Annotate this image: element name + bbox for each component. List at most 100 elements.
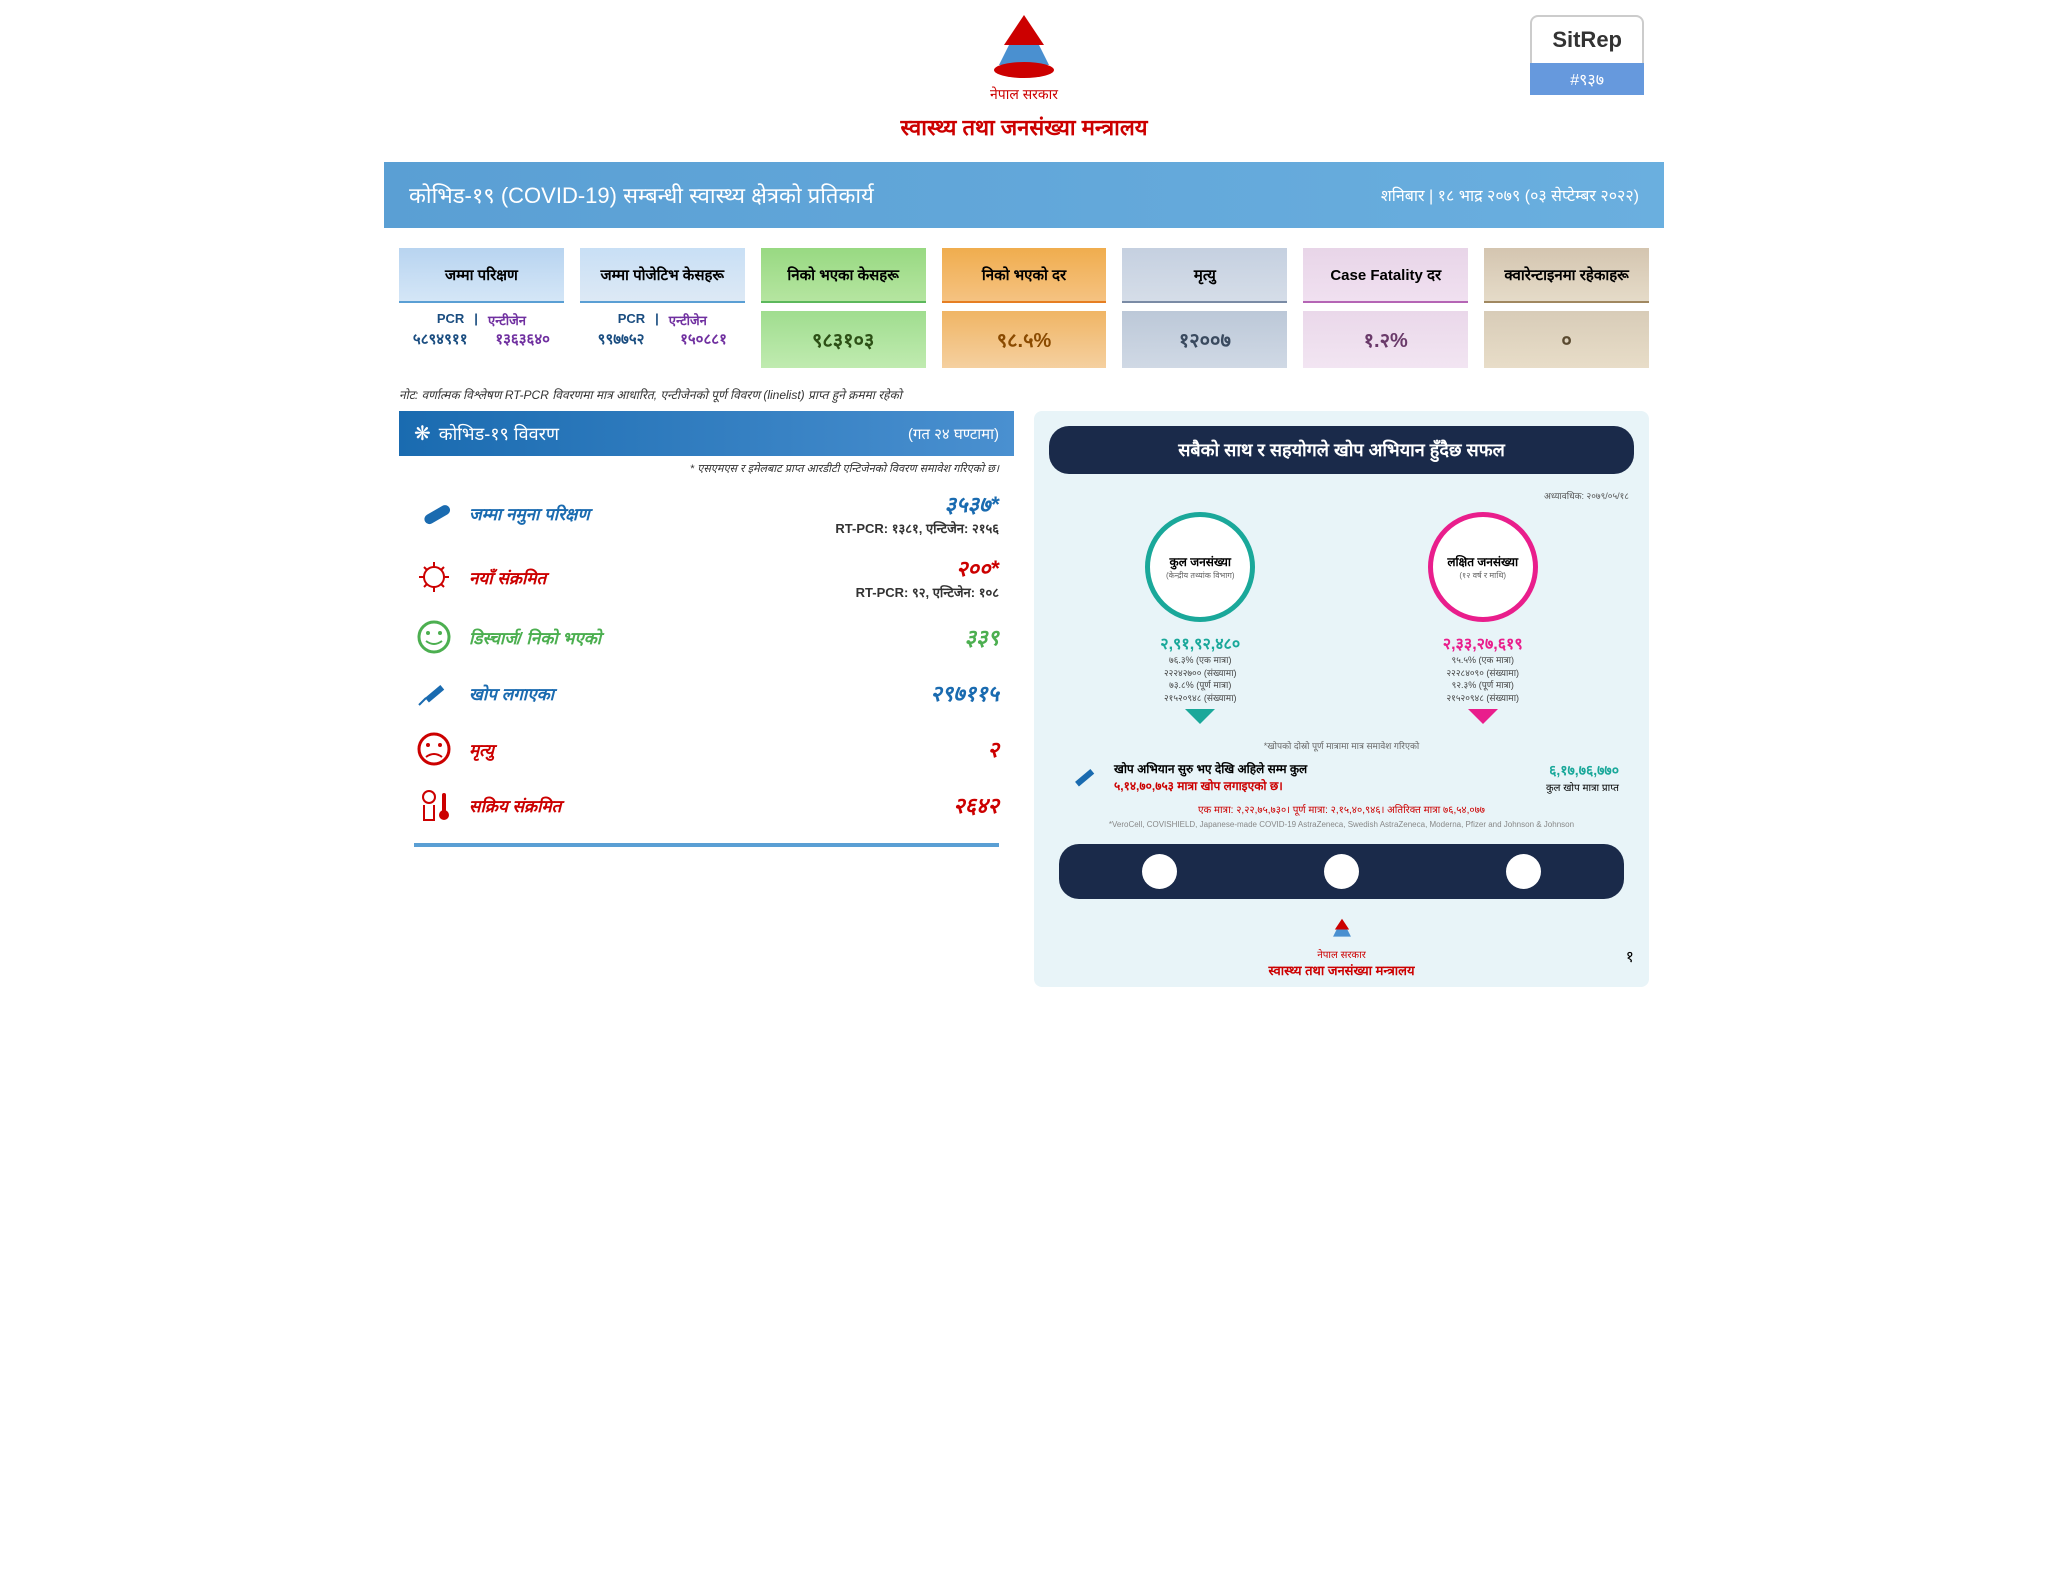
banner-date: शनिबार | १८ भाद्र २०७९ (०३ सेप्टेम्बर २०… [1381,184,1639,206]
footer-divider [414,843,999,847]
header: नेपाल सरकार स्वास्थ्य तथा जनसंख्या मन्त्… [384,0,1664,152]
details-panel: ❋ कोभिड-१९ विवरण (गत २४ घण्टामा) * एसएमएस… [399,411,1014,987]
sitrep-number: #९३७ [1530,63,1644,95]
syringe-icon [414,673,454,713]
mid-text-highlight: ५,१४,७०,७५३ मात्रा खोप लगाइएको छ। [1114,779,1283,793]
stat-label: जम्मा पोजेटिभ केसहरू [580,248,745,303]
vaccine-date: अध्यावधिक: २०७९/०५/१८ [1034,489,1649,502]
detail-label: नयाँ संक्रमित [469,566,841,589]
stat-value: ९८३१०३ [761,311,926,368]
stat-recovery-rate: निको भएको दर ९८.५% [937,238,1112,378]
stat-line: २२२८४०९० (संख्यामा) [1428,667,1538,680]
vaccine-panel: सबैको साथ र सहयोगले खोप अभियान हुँदैछ सफ… [1034,411,1649,987]
banner-title: कोभिड-१९ (COVID-19) सम्बन्धी स्वास्थ्य क… [409,180,874,210]
detail-discharged: डिस्चार्ज/ निको भएको ३३९ [399,609,1014,665]
details-note: * एसएमएस र इमेलबाट प्राप्त आरडीटी एन्टिज… [399,456,1014,481]
page-number: १ [1626,945,1634,967]
vaccine-circles: कुल जनसंख्या (केन्द्रीय तथ्यांक विभाग) २… [1034,502,1649,734]
sitrep-label: SitRep [1530,15,1644,63]
detail-tests: जम्मा नमुना परिक्षण ३५३७* RT-PCR: १३८१, … [399,481,1014,545]
stat-line: २१५२०९४८ (संख्यामा) [1145,692,1255,705]
stat-label: क्वारेन्टाइनमा रहेकाहरू [1484,248,1649,303]
mid-text: खोप अभियान सुरु भए देखि अहिले सम्म कुल [1114,762,1307,776]
details-subtitle: (गत २४ घण्टामा) [908,424,999,444]
ring-value: २,३३,२७,६१९ [1428,632,1538,654]
stat-line: ९२.३% (पूर्ण मात्रा) [1428,679,1538,692]
stats-row: जम्मा परिक्षण PCR|एन्टीजेन ५८९४९१११३६३६४… [384,238,1664,378]
pcr-value: ५८९४९११ [413,329,468,349]
detail-label: सक्रिय संक्रमित [469,794,938,817]
dose-breakdown: एक मात्रा: २,२२,७५,७३०। पूर्ण मात्रा: २,… [1064,802,1619,816]
nepal-emblem-icon [984,10,1064,80]
vaccine-mid: *खोपको दोस्रो पूर्ण मात्रामा मात्र समावे… [1034,734,1649,834]
total-doses: ६,१७,७६,७७० [1546,761,1619,780]
detail-value: २६४२ [953,790,999,820]
pcr-label: PCR [437,311,464,329]
lower-section: ❋ कोभिड-१९ विवरण (गत २४ घण्टामा) * एसएमएस… [384,411,1664,987]
detail-deaths: मृत्यु २ [399,721,1014,777]
sad-icon [414,729,454,769]
ring-title: कुल जनसंख्या [1170,553,1231,570]
pcr-value: ९९७७५२ [598,329,645,349]
arrow-down-icon [1185,709,1215,724]
detail-label: जम्मा नमुना परिक्षण [469,502,820,525]
vaccine-banner: सबैको साथ र सहयोगले खोप अभियान हुँदैछ सफ… [1049,426,1634,474]
vaccine-footer: नेपाल सरकार स्वास्थ्य तथा जनसंख्या मन्त्… [1034,909,1649,987]
safety-icons-banner [1059,844,1624,899]
stat-label: निको भएका केसहरू [761,248,926,303]
stat-value: ० [1484,311,1649,368]
detail-label: खोप लगाएका [469,682,915,705]
ring-title: लक्षित जनसंख्या [1447,553,1518,570]
details-title: कोभिड-१९ विवरण [439,424,559,444]
antigen-value: १३६३६४० [495,329,550,349]
pcr-label: PCR [618,311,645,329]
stat-label: Case Fatality दर [1303,248,1468,303]
detail-sub: RT-PCR: १३८१, एन्टिजेन: २१५६ [835,519,999,537]
total-doses-label: कुल खोप मात्रा प्राप्त [1546,780,1619,794]
sitrep-badge: SitRep #९३७ [1530,15,1644,95]
ministry-title: स्वास्थ्य तथा जनसंख्या मन्त्रालय [384,112,1664,142]
details-header: ❋ कोभिड-१९ विवरण (गत २४ घण्टामा) [399,411,1014,456]
detail-value: २००* [856,553,999,583]
stat-line: ७३.८% (पूर्ण मात्रा) [1145,679,1255,692]
footer-ministry: स्वास्थ्य तथा जनसंख्या मन्त्रालय [1042,961,1641,979]
mid-note: *खोपको दोस्रो पूर्ण मात्रामा मात्र समावे… [1064,739,1619,752]
stat-label: मृत्यु [1122,248,1287,303]
stat-deaths: मृत्यु १२००७ [1117,238,1292,378]
footer-gov: नेपाल सरकार [1042,947,1641,961]
distance-icon [1324,854,1359,889]
stat-value: १२००७ [1122,311,1287,368]
stat-value: १.२% [1303,311,1468,368]
stat-label: निको भएको दर [942,248,1107,303]
stat-value: ९८.५% [942,311,1107,368]
detail-value: २९७११५ [930,678,999,708]
stat-line: ९५.५% (एक मात्रा) [1428,654,1538,667]
vaccine-list: *VeroCell, COVISHIELD, Japanese-made COV… [1064,820,1619,829]
syringe-small-icon [1064,757,1104,797]
ring-value: २,९१,९२,४८० [1145,632,1255,654]
virus-icon: ❋ [414,423,431,445]
stat-total-tests: जम्मा परिक्षण PCR|एन्टीजेन ५८९४९१११३६३६४… [394,238,569,378]
detail-sub: RT-PCR: ९२, एन्टिजेन: १०८ [856,583,999,601]
analysis-note: नोट: वर्णात्मक विश्लेषण RT-PCR विवरणमा म… [384,378,1664,411]
antigen-label: एन्टीजेन [488,311,526,329]
emblem-small-icon [1327,917,1357,942]
main-banner: कोभिड-१९ (COVID-19) सम्बन्धी स्वास्थ्य क… [384,162,1664,228]
smile-icon [414,617,454,657]
wash-hands-icon [1506,854,1541,889]
stat-quarantine: क्वारेन्टाइनमा रहेकाहरू ० [1479,238,1654,378]
ring-subtitle: (केन्द्रीय तथ्यांक विभाग) [1166,570,1235,581]
test-tube-icon [414,493,454,533]
arrow-down-icon [1468,709,1498,724]
detail-vaccinated: खोप लगाएका २९७११५ [399,665,1014,721]
detail-value: ३३९ [965,622,999,652]
detail-value: २ [988,734,999,764]
stat-total-positive: जम्मा पोजेटिभ केसहरू PCR|एन्टीजेन ९९७७५२… [575,238,750,378]
antigen-label: एन्टीजेन [669,311,707,329]
stat-line: २२२४२७०० (संख्यामा) [1145,667,1255,680]
stat-recovered: निको भएका केसहरू ९८३१०३ [756,238,931,378]
detail-label: डिस्चार्ज/ निको भएको [469,626,950,649]
detail-new-cases: नयाँ संक्रमित २००* RT-PCR: ९२, एन्टिजेन:… [399,545,1014,609]
gov-label: नेपाल सरकार [384,85,1664,104]
antigen-value: १५०८८१ [680,329,727,349]
